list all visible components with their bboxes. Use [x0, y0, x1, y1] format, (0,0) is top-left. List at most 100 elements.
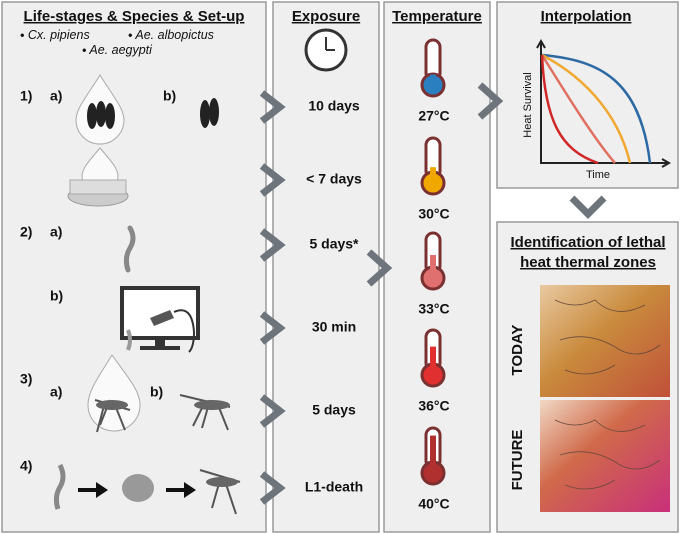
- thermometer-level: [430, 74, 436, 84]
- exposure-duration: 10 days: [308, 98, 360, 114]
- interpolation-panel: [496, 1, 679, 189]
- arrow: [569, 195, 607, 219]
- arrow: [259, 311, 286, 345]
- species-name: Cx. pipiens: [28, 28, 90, 42]
- row-label: 1): [20, 88, 32, 104]
- exposure-panel: [272, 1, 380, 533]
- arrow: [259, 394, 286, 428]
- identification-title: Identification of lethal: [510, 234, 665, 251]
- thermometer-icon: [420, 136, 446, 196]
- map-today: [540, 285, 670, 397]
- shape: [87, 103, 97, 129]
- x-axis-label: Time: [586, 169, 610, 181]
- thermometer-icon: [420, 231, 446, 291]
- sub-label: a): [50, 384, 62, 400]
- map-borders: [554, 299, 661, 490]
- map-label: FUTURE: [509, 430, 526, 491]
- sub-label: b): [163, 88, 176, 104]
- life-cycle-icon: [53, 463, 241, 515]
- shape: [69, 179, 127, 195]
- shape: [200, 100, 210, 128]
- species-name: Ae. aegypti: [88, 43, 153, 57]
- larva-icon: [123, 225, 136, 273]
- setup-panel: [1, 1, 267, 533]
- shape: [194, 400, 230, 410]
- thermometer-level: [430, 255, 436, 277]
- survival-curve: [540, 54, 599, 165]
- y-axis-label: Heat Survival: [522, 72, 534, 137]
- temperature-label: 33°C: [418, 301, 449, 317]
- clock-icon: [304, 28, 348, 72]
- species: • Ae. albopictus: [128, 28, 214, 42]
- exposure-duration: < 7 days: [306, 171, 362, 187]
- arrow: [259, 163, 286, 197]
- thermometer-level: [430, 167, 436, 182]
- shape: [53, 463, 66, 510]
- thermometer-level: [430, 346, 436, 374]
- thermometer-icon: [420, 38, 446, 98]
- thermometer-icon: [420, 426, 446, 486]
- mosquito-droplet-icon: [87, 354, 141, 433]
- egg-droplet-icon: [75, 74, 125, 145]
- arrow: [477, 82, 504, 120]
- shape: [150, 310, 174, 326]
- axes: [540, 42, 668, 164]
- exposure-rows: 10 days < 7 days 5 days* 30 min 5 days L1-dea…: [259, 90, 363, 505]
- thermometer-bulb: [420, 72, 446, 98]
- sub-label: a): [50, 224, 62, 240]
- exposure-duration: L1-death: [305, 479, 363, 495]
- species: • Cx. pipiens: [20, 28, 90, 42]
- exposure-duration: 5 days: [312, 402, 356, 418]
- temperature-rows: 27°C 30°C 33°C 36°C 40°C: [418, 38, 450, 512]
- row-label: 4): [20, 458, 32, 474]
- shape: [209, 98, 219, 126]
- exposure-title: Exposure: [292, 8, 360, 25]
- survival-curve: [541, 53, 652, 164]
- species-name: Ae. albopictus: [134, 28, 214, 42]
- row-label: 3): [20, 371, 32, 387]
- exposure-duration: 5 days*: [309, 236, 359, 252]
- setup-title: Life-stages & Species & Set-up: [24, 8, 245, 25]
- temperature-label: 30°C: [418, 206, 449, 222]
- shape: [96, 400, 128, 410]
- identification-title: heat thermal zones: [520, 254, 656, 271]
- shape: [206, 477, 238, 487]
- interpolation-title: Interpolation: [541, 8, 632, 25]
- survival-curve: [540, 54, 616, 164]
- shape: [325, 37, 335, 51]
- sub-label: b): [150, 384, 163, 400]
- temperature-label: 40°C: [418, 496, 449, 512]
- shape: [105, 103, 115, 129]
- temperature-label: 36°C: [418, 398, 449, 414]
- thermometer-level: [430, 435, 436, 472]
- arrow: [259, 471, 286, 505]
- shape: [122, 474, 154, 502]
- survival-curve: [541, 53, 632, 164]
- thermometer-icon: [420, 328, 446, 388]
- map-future: [540, 400, 670, 512]
- arrow: [366, 249, 393, 287]
- mosquito-icon: [179, 394, 231, 431]
- shape: [184, 482, 196, 498]
- shape: [173, 309, 196, 353]
- shape: [87, 354, 141, 432]
- arrow: [259, 228, 286, 262]
- shape: [96, 482, 108, 498]
- egg-raft-icon: [67, 147, 129, 207]
- shape: [140, 346, 180, 350]
- monitor-icon: [120, 286, 200, 353]
- shape: [126, 329, 132, 351]
- row-label: 2): [20, 224, 32, 240]
- species: • Ae. aegypti: [82, 43, 153, 57]
- exposure-duration: 30 min: [312, 319, 356, 335]
- arrow: [259, 90, 286, 124]
- sub-label: a): [50, 88, 62, 104]
- sub-label: b): [50, 288, 63, 304]
- map-label: TODAY: [509, 325, 526, 376]
- egg-icon: [200, 98, 219, 128]
- temperature-label: 27°C: [418, 108, 449, 124]
- shape: [155, 338, 165, 346]
- temperature-title: Temperature: [392, 8, 482, 25]
- shape: [96, 101, 106, 127]
